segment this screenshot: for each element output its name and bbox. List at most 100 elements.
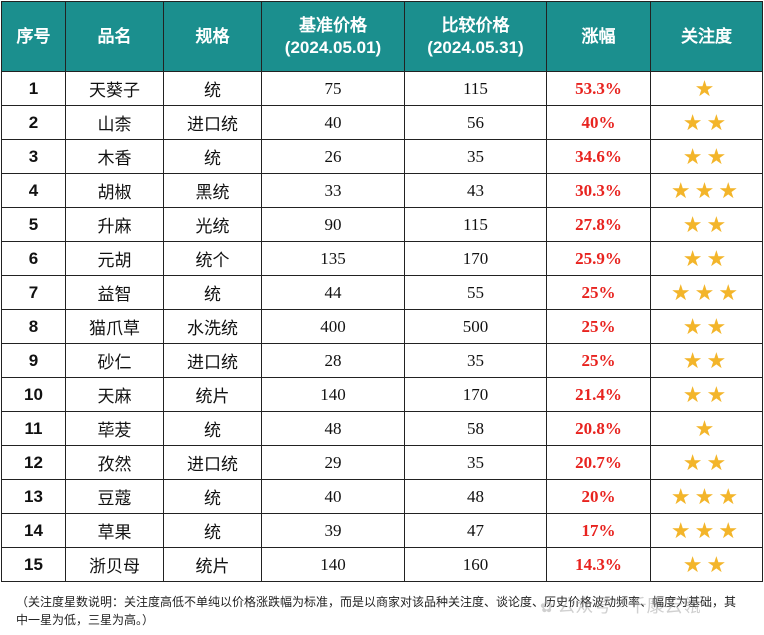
cell-base-price: 40 — [261, 479, 405, 514]
cell-spec: 统 — [163, 479, 262, 514]
cell-index: 8 — [1, 309, 66, 344]
header-compare-date: (2024.05.31) — [427, 37, 524, 57]
cell-name: 元胡 — [65, 241, 164, 276]
cell-attention-stars: ★ — [650, 71, 763, 106]
cell-index: 6 — [1, 241, 66, 276]
cell-spec: 统 — [163, 275, 262, 310]
cell-spec: 统片 — [163, 377, 262, 412]
cell-attention-stars: ★★ — [650, 309, 763, 344]
cell-spec: 水洗统 — [163, 309, 262, 344]
cell-attention-stars: ★★ — [650, 445, 763, 480]
cell-change: 25% — [546, 275, 651, 310]
cell-spec: 统片 — [163, 547, 262, 582]
cell-index: 3 — [1, 139, 66, 174]
cell-compare-price: 160 — [404, 547, 547, 582]
cell-index: 15 — [1, 547, 66, 582]
wechat-icon: ✿ — [540, 597, 554, 616]
cell-index: 10 — [1, 377, 66, 412]
table-header-row: 序号 品名 规格 基准价格 (2024.05.01) 比较价格 (2024.05… — [1, 1, 763, 72]
cell-name: 砂仁 — [65, 343, 164, 378]
table-row: 12 孜然 进口统 29 35 20.7% ★★ — [1, 445, 763, 480]
table-row: 7 益智统 44 55 25% ★★★ — [1, 275, 763, 310]
cell-change: 53.3% — [546, 71, 651, 106]
cell-attention-stars: ★★★ — [650, 275, 763, 310]
cell-base-price: 26 — [261, 139, 405, 174]
cell-index: 4 — [1, 173, 66, 208]
table-row: 4 胡椒 黑统 33 43 30.3% ★★★ — [1, 173, 763, 208]
cell-index: 1 — [1, 71, 66, 106]
cell-name: 浙贝母 — [65, 547, 164, 582]
cell-change: 25% — [546, 343, 651, 378]
cell-compare-price: 115 — [404, 71, 547, 106]
cell-index: 5 — [1, 207, 66, 242]
header-spec: 规格 — [163, 1, 262, 72]
cell-compare-price: 35 — [404, 343, 547, 378]
cell-spec: 进口统 — [163, 445, 262, 480]
cell-base-price: 28 — [261, 343, 405, 378]
table-row: 6 元胡 统个 135 170 25.9% ★★ — [1, 241, 763, 276]
cell-name: 豆蔻 — [65, 479, 164, 514]
cell-change: 21.4% — [546, 377, 651, 412]
cell-index: 9 — [1, 343, 66, 378]
header-index: 序号 — [1, 1, 66, 72]
table-row: 5 升麻 光统 90 115 27.8% ★★ — [1, 207, 763, 242]
table-body: 1 天葵子统 75 115 53.3% ★ 2 山柰 进口统 40 56 40% ★★ 3 木香统 26 35 3… — [1, 71, 763, 582]
cell-spec: 进口统 — [163, 105, 262, 140]
cell-attention-stars: ★★★ — [650, 513, 763, 548]
cell-index: 12 — [1, 445, 66, 480]
cell-attention-stars: ★ — [650, 411, 763, 446]
cell-index: 13 — [1, 479, 66, 514]
attention-note: （关注度星数说明：关注度高低不单纯以价格涨跌幅为标准，而是以商家对该品种关注度、… — [16, 595, 737, 627]
table-row: 13 豆蔻统 40 48 20% ★★★ — [1, 479, 763, 514]
cell-attention-stars: ★★ — [650, 343, 763, 378]
header-base-price: 基准价格 (2024.05.01) — [261, 1, 405, 72]
cell-compare-price: 43 — [404, 173, 547, 208]
cell-base-price: 90 — [261, 207, 405, 242]
watermark-text: 公众号 · 千康云瓴 — [557, 596, 701, 617]
cell-attention-stars: ★★ — [650, 207, 763, 242]
cell-compare-price: 500 — [404, 309, 547, 344]
cell-name: 升麻 — [65, 207, 164, 242]
cell-spec: 统 — [163, 139, 262, 174]
header-attention: 关注度 — [650, 1, 763, 72]
table-row: 9 砂仁 进口统 28 35 25% ★★ — [1, 343, 763, 378]
cell-index: 11 — [1, 411, 66, 446]
cell-base-price: 75 — [261, 71, 405, 106]
cell-change: 20.8% — [546, 411, 651, 446]
cell-attention-stars: ★★ — [650, 377, 763, 412]
cell-change: 40% — [546, 105, 651, 140]
cell-name: 天麻 — [65, 377, 164, 412]
cell-name: 天葵子 — [65, 71, 164, 106]
cell-change: 20% — [546, 479, 651, 514]
table-row: 15 浙贝母 统片 140 160 14.3% ★★ — [1, 547, 763, 582]
table-row: 3 木香统 26 35 34.6% ★★ — [1, 139, 763, 174]
cell-attention-stars: ★★ — [650, 139, 763, 174]
cell-spec: 统 — [163, 513, 262, 548]
cell-change: 25% — [546, 309, 651, 344]
cell-change: 25.9% — [546, 241, 651, 276]
header-name: 品名 — [65, 1, 164, 72]
cell-name: 山柰 — [65, 105, 164, 140]
cell-base-price: 48 — [261, 411, 405, 446]
cell-index: 2 — [1, 105, 66, 140]
table-row: 11 荜茇统 48 58 20.8% ★ — [1, 411, 763, 446]
cell-compare-price: 35 — [404, 445, 547, 480]
cell-compare-price: 56 — [404, 105, 547, 140]
cell-base-price: 135 — [261, 241, 405, 276]
cell-attention-stars: ★★ — [650, 105, 763, 140]
cell-name: 草果 — [65, 513, 164, 548]
header-base-price-label: 基准价格 — [299, 15, 367, 35]
header-base-date: (2024.05.01) — [284, 37, 382, 57]
cell-change: 34.6% — [546, 139, 651, 174]
cell-name: 荜茇 — [65, 411, 164, 446]
cell-compare-price: 35 — [404, 139, 547, 174]
cell-name: 猫爪草 — [65, 309, 164, 344]
cell-attention-stars: ★★★ — [650, 479, 763, 514]
price-change-table: 序号 品名 规格 基准价格 (2024.05.01) 比较价格 (2024.05… — [1, 1, 763, 582]
cell-attention-stars: ★★★ — [650, 173, 763, 208]
cell-name: 木香 — [65, 139, 164, 174]
cell-index: 7 — [1, 275, 66, 310]
header-compare-price-label: 比较价格 — [441, 15, 510, 35]
cell-spec: 统 — [163, 71, 262, 106]
cell-base-price: 33 — [261, 173, 405, 208]
